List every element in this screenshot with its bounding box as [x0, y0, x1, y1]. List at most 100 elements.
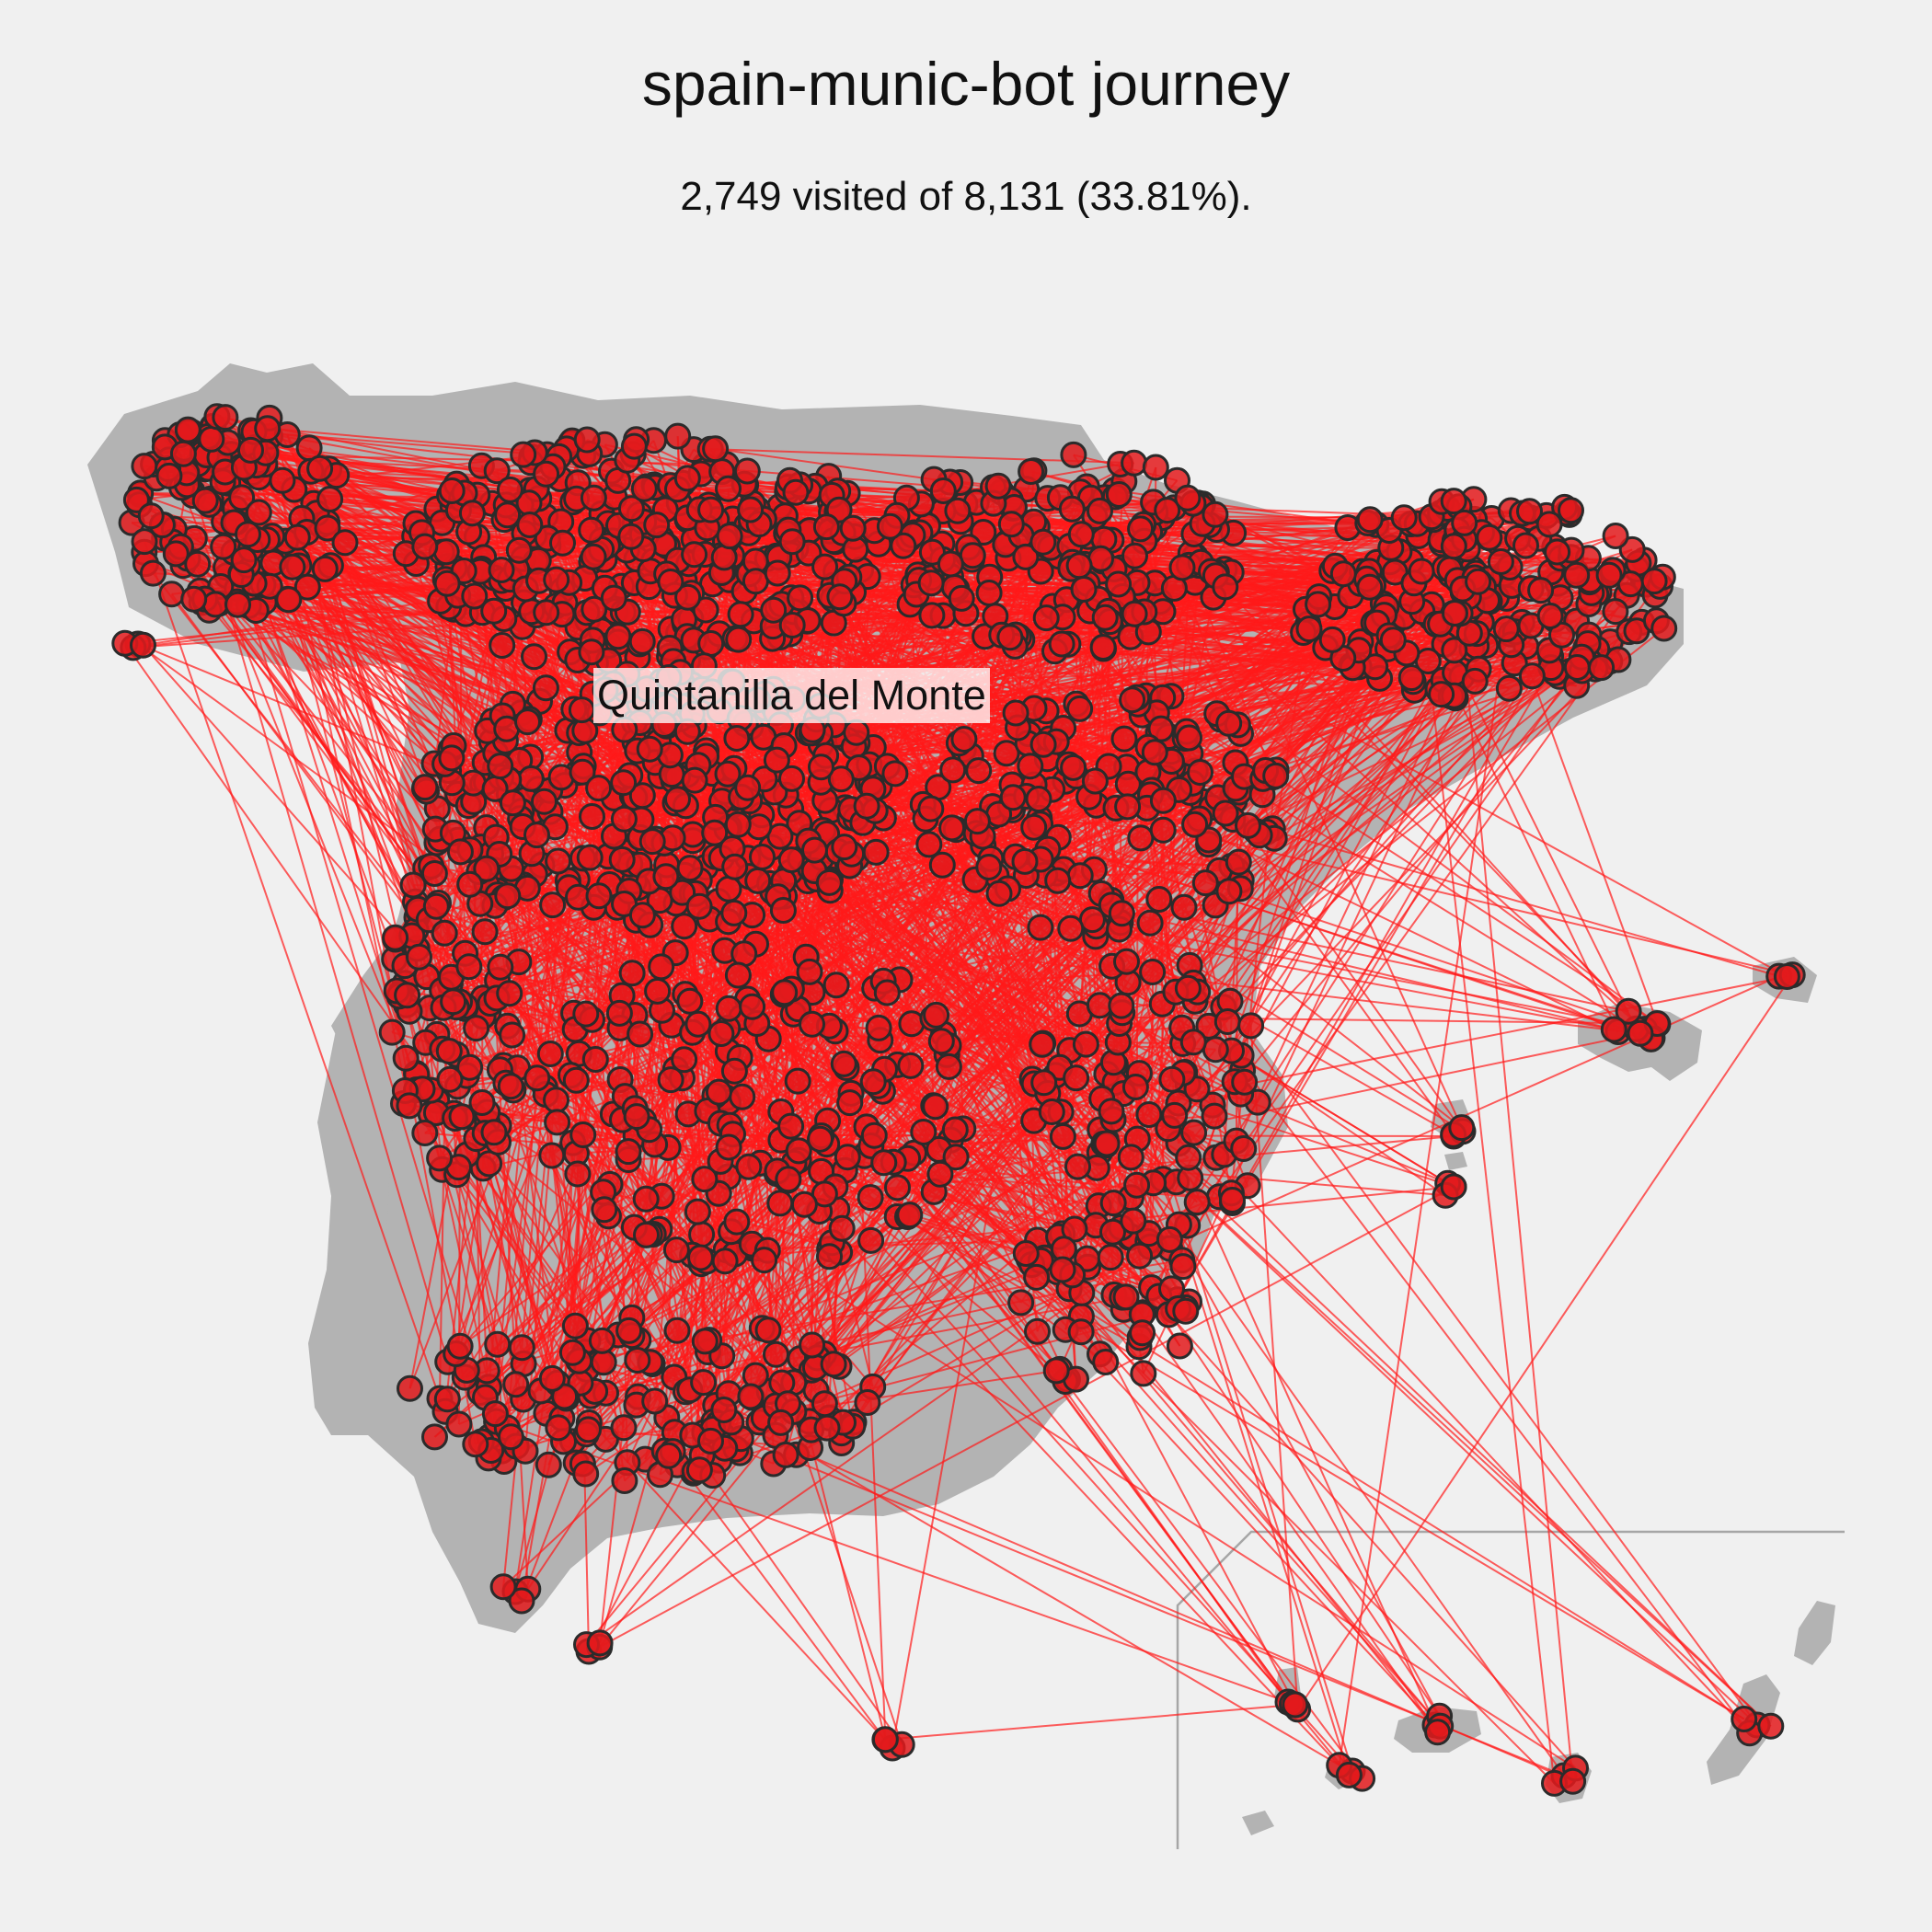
municipality-point — [1215, 709, 1243, 737]
municipality-point — [1356, 506, 1384, 534]
municipality-point — [275, 586, 303, 614]
municipality-point — [158, 581, 186, 608]
municipality-point — [673, 465, 701, 492]
municipality-point — [580, 543, 607, 570]
municipality-point — [283, 523, 311, 551]
route-segment — [829, 549, 1572, 852]
municipality-point — [331, 529, 359, 557]
municipality-point — [749, 844, 776, 870]
municipality-point — [499, 789, 526, 817]
municipality-point — [691, 1166, 719, 1193]
municipality-point — [499, 1021, 526, 1049]
municipality-point — [311, 555, 339, 582]
municipality-point — [657, 1066, 684, 1094]
municipality-point — [663, 1317, 691, 1344]
route-segment — [1210, 570, 1463, 1129]
municipality-point — [580, 484, 607, 512]
municipality-point — [431, 919, 458, 947]
municipality-point — [1559, 1767, 1587, 1795]
municipality-point — [671, 913, 698, 940]
municipality-point — [1112, 1283, 1140, 1311]
municipality-point — [897, 1052, 925, 1079]
municipality-point — [729, 1083, 756, 1110]
municipality-point — [245, 499, 272, 526]
municipality-point — [1105, 570, 1133, 598]
municipality-point — [1305, 591, 1332, 618]
municipality-point — [673, 718, 701, 745]
route-segment — [264, 463, 1351, 1777]
municipality-point — [1099, 1190, 1127, 1217]
municipality-point — [448, 1103, 476, 1131]
municipality-point — [420, 860, 448, 887]
municipality-point — [139, 559, 167, 587]
route-segment — [408, 782, 1193, 1013]
municipality-point — [1168, 554, 1196, 581]
municipality-point — [1262, 762, 1290, 789]
route-segment — [1103, 538, 1653, 1039]
route-segment — [588, 817, 1041, 1652]
municipality-point — [633, 1221, 660, 1248]
map-title: spain-munic-bot journey — [641, 50, 1291, 118]
municipality-point — [1235, 811, 1261, 839]
municipality-point — [763, 746, 790, 774]
municipality-point — [576, 844, 604, 871]
municipality-point — [581, 1046, 609, 1073]
municipality-point — [697, 496, 725, 523]
municipality-point — [628, 902, 656, 929]
municipality-point — [269, 466, 296, 494]
municipality-point — [1099, 1218, 1126, 1246]
municipality-point — [212, 404, 239, 431]
route-segment — [960, 521, 1039, 1332]
municipality-point — [778, 765, 805, 792]
municipality-point — [685, 1456, 713, 1484]
municipality-point — [578, 516, 605, 544]
municipality-point — [1029, 1030, 1056, 1058]
municipality-point — [1139, 959, 1167, 985]
municipality-point — [1142, 454, 1169, 481]
municipality-point — [853, 792, 880, 820]
municipality-point — [720, 1057, 748, 1085]
route-segment — [585, 1255, 1141, 1646]
municipality-point — [1121, 449, 1148, 477]
map-subtitle: 2,749 visited of 8,131 (33.81%). — [680, 174, 1252, 219]
municipality-point — [963, 808, 991, 835]
municipality-point — [1527, 577, 1555, 604]
municipality-point — [1731, 1706, 1758, 1732]
municipality-point — [564, 1160, 592, 1188]
municipality-point — [131, 528, 158, 556]
municipality-point — [715, 1133, 742, 1161]
municipality-point — [836, 1089, 864, 1117]
municipality-point — [162, 540, 190, 568]
municipality-point — [210, 533, 237, 560]
municipality-point — [406, 943, 432, 971]
municipality-point — [737, 1383, 765, 1410]
municipality-point — [573, 426, 601, 454]
municipality-point — [1020, 813, 1048, 841]
municipality-point — [378, 1018, 406, 1046]
municipality-point — [1126, 1242, 1154, 1270]
municipality-point — [801, 836, 828, 864]
route-segment — [1028, 1258, 1556, 1785]
municipality-point — [585, 882, 613, 910]
municipality-point — [1032, 604, 1060, 632]
municipality-point — [1038, 1098, 1065, 1125]
municipality-point — [1067, 1318, 1095, 1346]
municipality-point — [496, 980, 523, 1007]
municipality-point — [446, 838, 474, 866]
municipality-point — [1027, 914, 1054, 941]
municipality-point — [711, 1248, 739, 1275]
municipality-point — [549, 529, 576, 557]
municipality-point — [624, 1347, 651, 1374]
municipality-point — [830, 1050, 857, 1077]
municipality-point — [643, 512, 671, 539]
municipality-point — [1018, 458, 1045, 485]
municipality-point — [1440, 488, 1467, 515]
route-segment — [481, 612, 541, 702]
municipality-point — [923, 1001, 950, 1029]
municipality-point — [458, 500, 486, 527]
municipality-point — [1091, 604, 1119, 631]
municipality-point — [766, 1190, 794, 1217]
municipality-point — [473, 855, 500, 882]
municipality-point — [707, 1020, 735, 1047]
municipality-point — [1121, 1074, 1149, 1100]
